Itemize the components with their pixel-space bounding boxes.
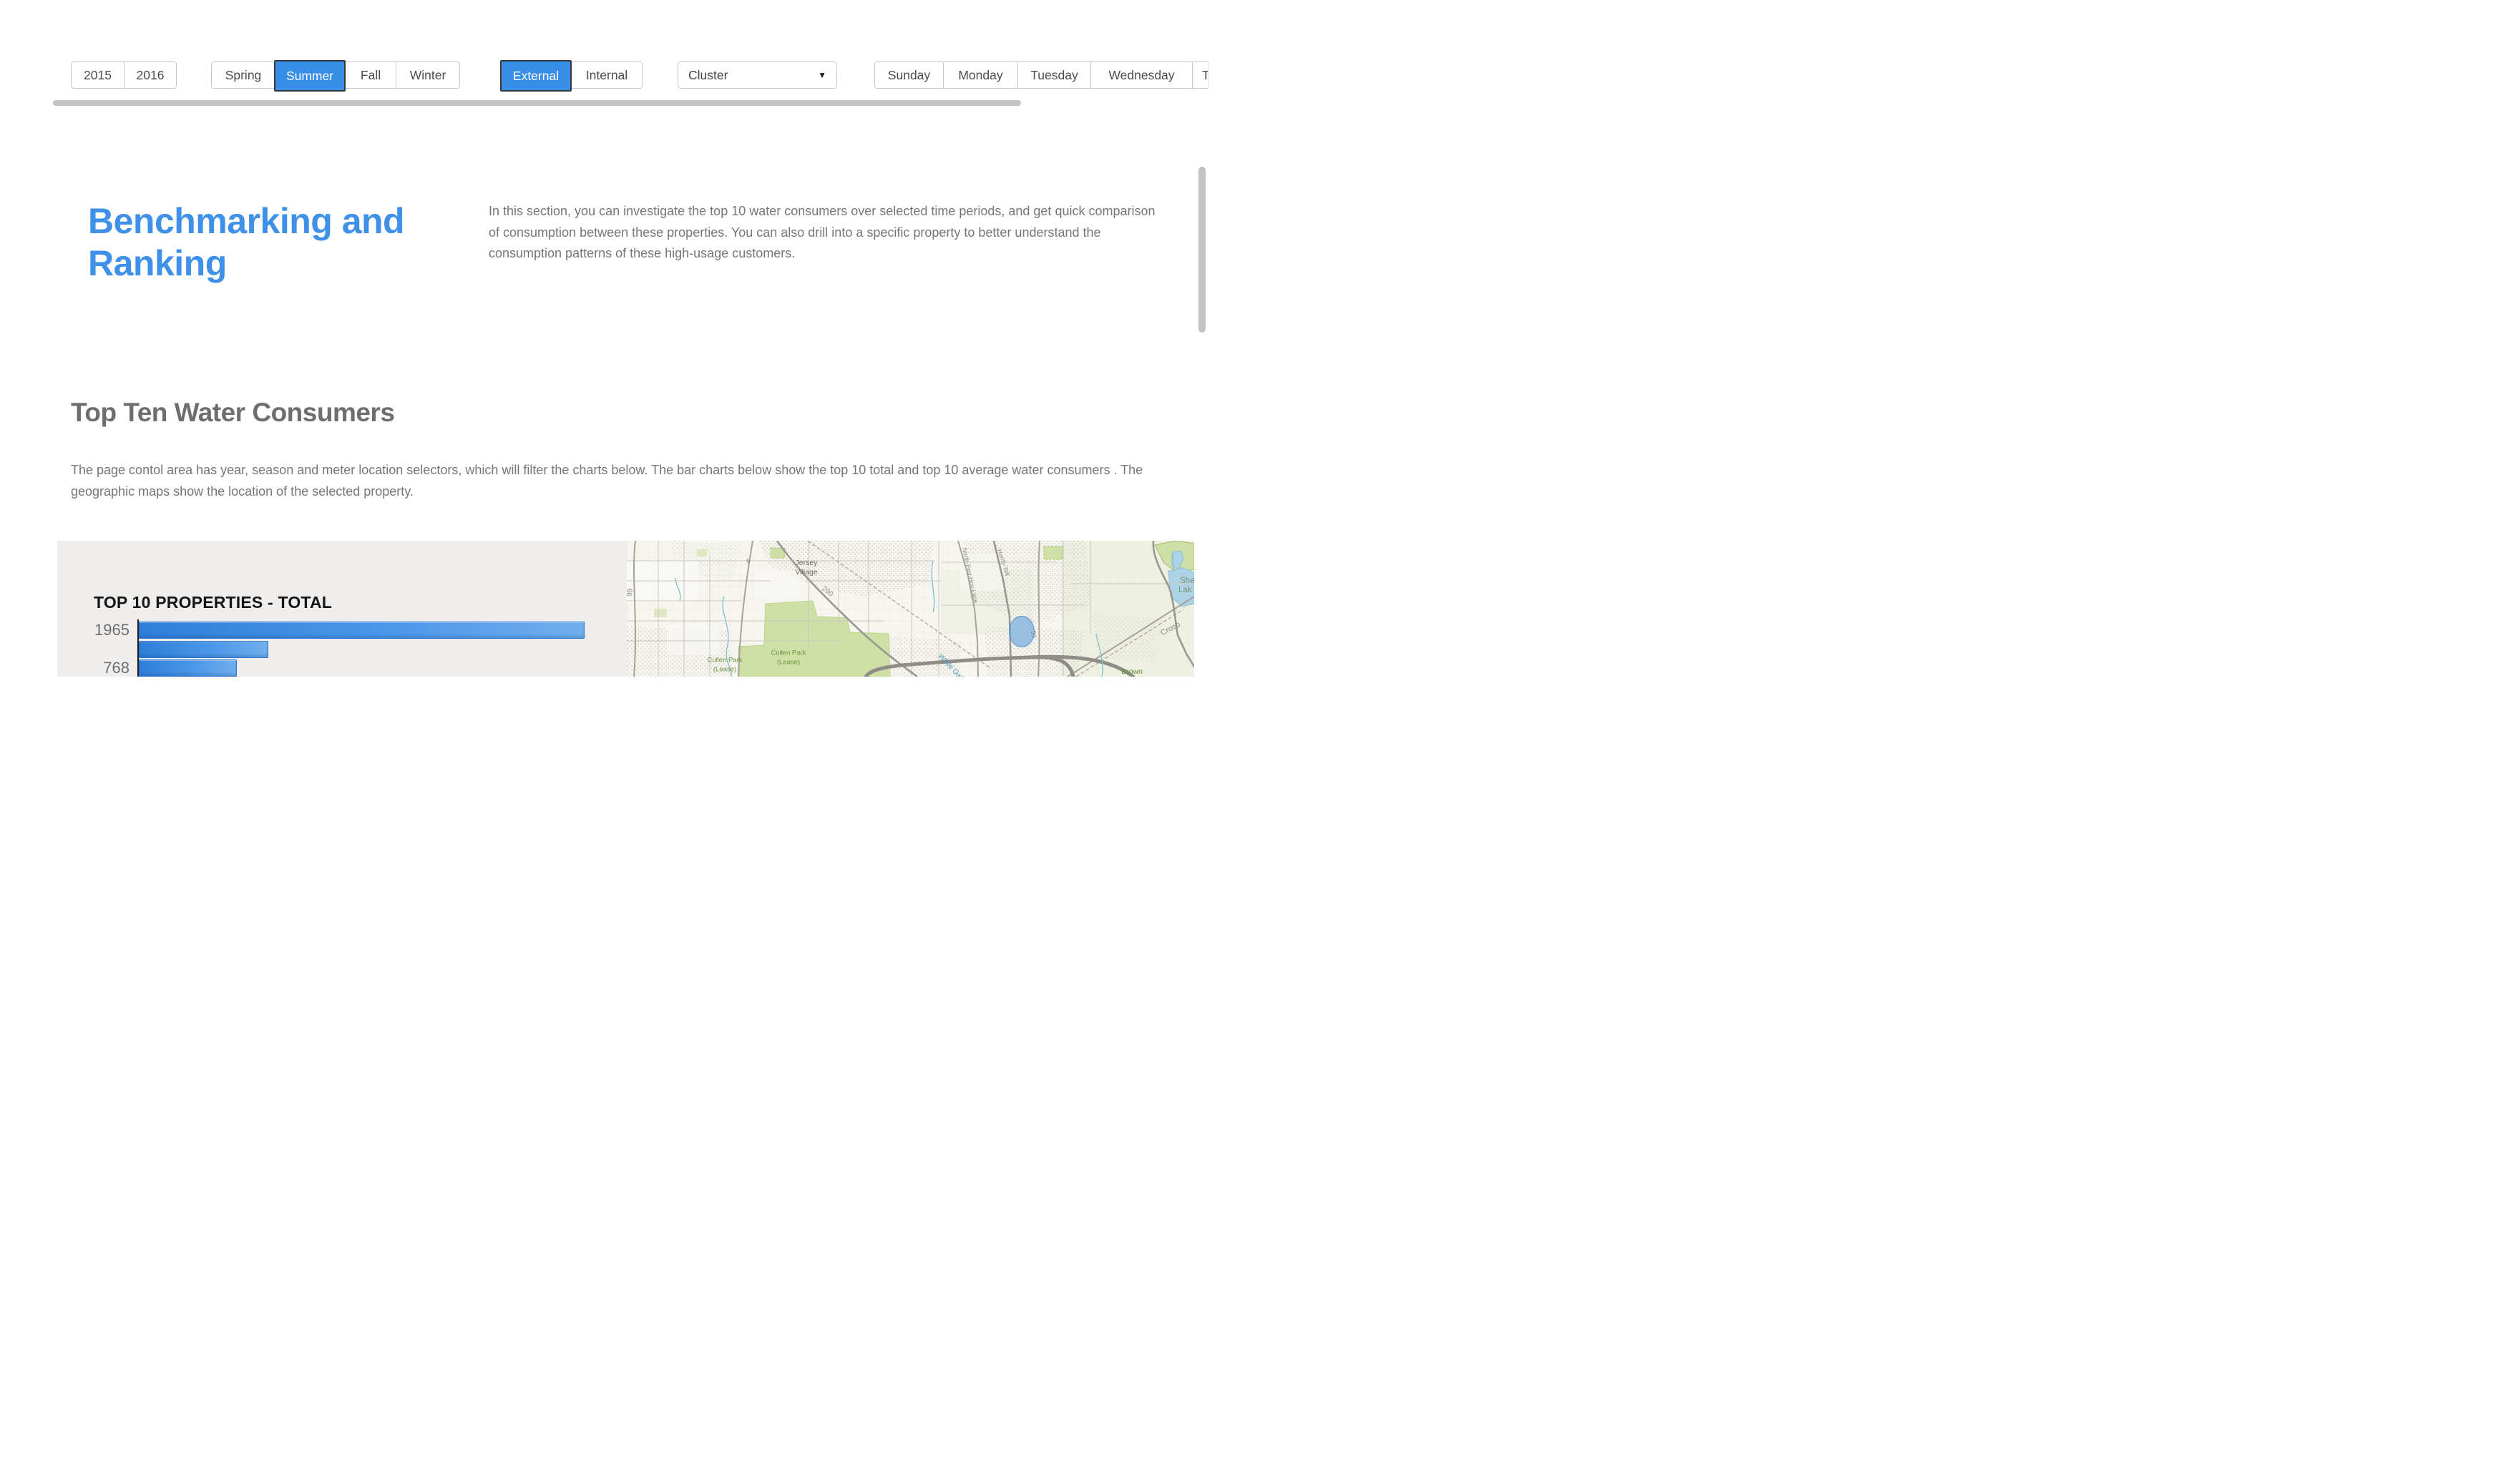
bar-category-label: 1965 bbox=[94, 621, 130, 639]
filter-button-winter[interactable]: Winter bbox=[396, 62, 459, 88]
bar-row bbox=[139, 659, 237, 677]
chart-axis-line bbox=[137, 619, 139, 677]
vertical-scrollbar-thumb[interactable] bbox=[1198, 167, 1206, 333]
filter-button-sunday[interactable]: Sunday bbox=[875, 62, 943, 88]
bar-1965[interactable] bbox=[139, 622, 585, 639]
page-title-line2: Ranking bbox=[88, 243, 227, 283]
filter-button-spring[interactable]: Spring bbox=[212, 62, 275, 88]
filter-button-wednesday[interactable]: Wednesday bbox=[1090, 62, 1192, 88]
selected-property-marker[interactable] bbox=[1009, 616, 1035, 647]
map-label: Lak bbox=[1178, 586, 1192, 594]
filter-button-tuesday[interactable]: Tuesday bbox=[1017, 62, 1090, 88]
cluster-dropdown-value: Cluster bbox=[688, 67, 728, 82]
bar-row bbox=[139, 622, 585, 639]
season-filter-group: Spring Summer Fall Winter bbox=[211, 60, 460, 92]
property-location-map[interactable]: Jersey Village 290 99 6 Cullen Park (Lease) Cul… bbox=[627, 541, 1194, 677]
map-label: She bbox=[1180, 577, 1194, 585]
page-intro-text: In this section, you can investigate the… bbox=[489, 204, 1156, 260]
bar-row bbox=[139, 641, 268, 658]
filter-button-thursday[interactable]: Thursday bbox=[1192, 62, 1208, 88]
weekday-filter-group: SundayMondayTuesdayWednesdayThursday bbox=[874, 62, 1208, 89]
filter-button-monday[interactable]: Monday bbox=[943, 62, 1017, 88]
cluster-dropdown[interactable]: Cluster ▼ bbox=[678, 62, 837, 89]
filter-button-external[interactable]: External bbox=[500, 60, 572, 92]
filter-button-summer[interactable]: Summer bbox=[274, 60, 346, 92]
map-label: (Lease) bbox=[713, 665, 737, 674]
map-label: Cullen Park bbox=[771, 649, 806, 657]
map-label: Cullen Park bbox=[707, 656, 743, 664]
section-description: The page contol area has year, season an… bbox=[71, 463, 1143, 499]
year-filter-group: 2015 2016 bbox=[71, 62, 177, 89]
filter-button-2015[interactable]: 2015 bbox=[72, 62, 124, 88]
bar-768[interactable] bbox=[139, 659, 237, 677]
map-label: Village bbox=[795, 568, 818, 577]
section-heading: Top Ten Water Consumers bbox=[71, 398, 395, 427]
weekday-filter-clip: SundayMondayTuesdayWednesdayThursday bbox=[874, 62, 1208, 89]
filter-button-fall[interactable]: Fall bbox=[345, 62, 396, 88]
chart-title: TOP 10 PROPERTIES - TOTAL bbox=[94, 593, 333, 612]
filter-button-internal[interactable]: Internal bbox=[571, 62, 642, 88]
filter-button-2016[interactable]: 2016 bbox=[124, 62, 176, 88]
map-label: (Lease) bbox=[776, 658, 801, 667]
bar-rank2[interactable] bbox=[139, 641, 268, 658]
dashboard-page: 2015 2016 Spring Summer Fall Winter External… bbox=[0, 0, 1260, 729]
horizontal-scrollbar-thumb[interactable] bbox=[53, 100, 1021, 106]
page-title: Benchmarking and Ranking bbox=[88, 200, 405, 285]
basemap-graphic bbox=[627, 541, 1194, 677]
top10-total-chart-panel: TOP 10 PROPERTIES - TOTAL 1965 768 bbox=[57, 541, 627, 677]
page-title-line1: Benchmarking and bbox=[88, 201, 405, 241]
meter-location-filter-group: External Internal bbox=[500, 60, 643, 92]
chevron-down-icon: ▼ bbox=[818, 70, 826, 80]
map-label: Brown bbox=[1121, 667, 1143, 676]
bar-category-label: 768 bbox=[103, 658, 130, 677]
map-label: Jersey bbox=[795, 559, 818, 567]
map-label: 99 bbox=[627, 588, 635, 597]
